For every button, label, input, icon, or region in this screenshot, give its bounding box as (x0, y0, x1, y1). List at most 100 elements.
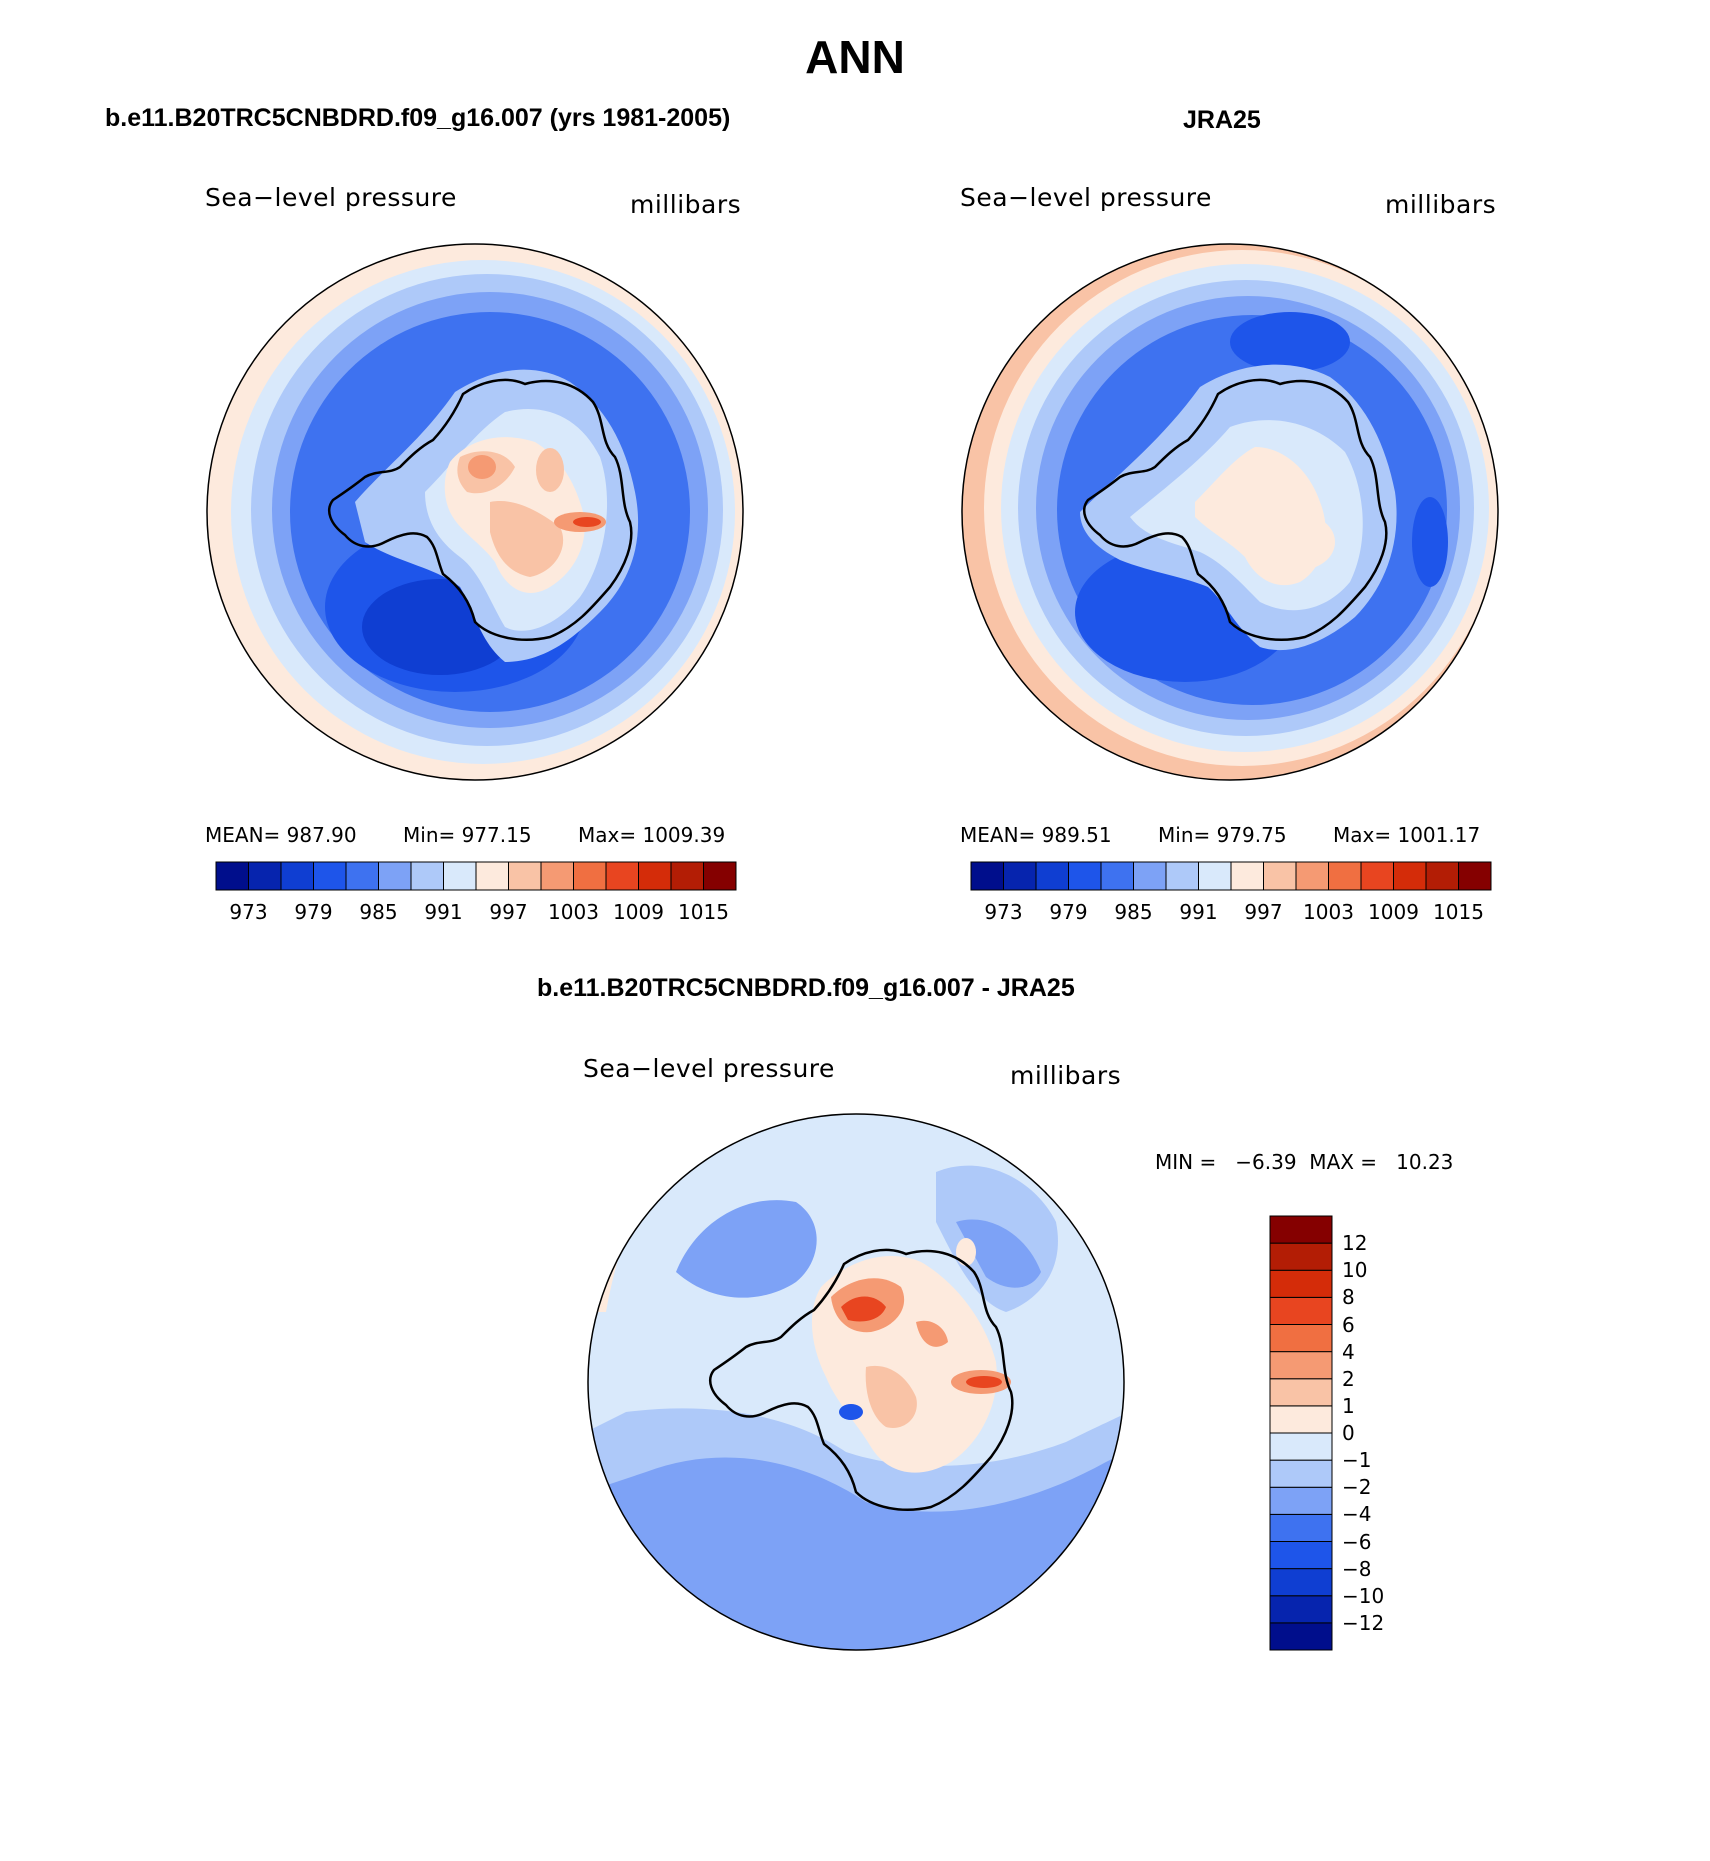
panel-obs-colorbar-swatch (970, 861, 1004, 891)
panel-model-colorbar-swatch (443, 861, 477, 891)
panel-obs-colorbar-tick-label: 997 (1244, 900, 1283, 924)
panel-obs-colorbar-swatch (1035, 861, 1069, 891)
panel-diff-colorbar-swatch (1269, 1324, 1333, 1353)
panel-model-colorbar-swatch (280, 861, 314, 891)
panel-obs-mean: MEAN= 989.51 (960, 823, 1112, 847)
panel-obs-colorbar (970, 861, 1492, 891)
panel-diff-title: b.e11.B20TRC5CNBDRD.f09_g16.007 - JRA25 (537, 974, 1075, 1002)
panel-model-colorbar-tick-label: 1009 (613, 900, 664, 924)
panel-obs-colorbar-swatch (1360, 861, 1394, 891)
panel-diff-colorbar-tick-label: −8 (1342, 1556, 1372, 1581)
panel-model-title: b.e11.B20TRC5CNBDRD.f09_g16.007 (yrs 198… (105, 104, 731, 132)
panel-model-colorbar-tick-label: 997 (489, 900, 528, 924)
panel-model-colorbar-swatch (215, 861, 249, 891)
panel-model-colorbar-swatch (703, 861, 737, 891)
panel-obs-colorbar-swatch (1133, 861, 1167, 891)
panel-diff-colorbar-tick-label: −10 (1342, 1583, 1385, 1608)
panel-model-min: Min= 977.15 (403, 823, 532, 847)
panel-diff-colorbar-swatch (1269, 1541, 1333, 1570)
panel-diff-colorbar-tick-label: −12 (1342, 1610, 1385, 1635)
main-title: ANN (805, 31, 905, 83)
panel-model-colorbar-tick-label: 973 (229, 900, 268, 924)
model-coastline (328, 378, 633, 641)
panel-diff-units-label: millibars (1010, 1061, 1122, 1090)
panel-obs-map (961, 243, 1499, 781)
panel-diff-colorbar-swatch (1269, 1296, 1333, 1325)
panel-obs-colorbar-tick-label: 1003 (1303, 900, 1354, 924)
panel-obs-colorbar-tick-label: 1009 (1368, 900, 1419, 924)
panel-diff-map (587, 1113, 1125, 1651)
panel-obs-colorbar-swatch (1100, 861, 1134, 891)
panel-diff-colorbar-tick-label: −1 (1342, 1448, 1372, 1473)
panel-model-colorbar-tick-label: 979 (294, 900, 333, 924)
panel-diff-colorbar-tick-label: 10 (1342, 1258, 1368, 1283)
panel-model-colorbar-tick-label: 1015 (678, 900, 729, 924)
panel-diff-colorbar-swatch (1269, 1215, 1333, 1244)
panel-obs-colorbar-tick-label: 973 (984, 900, 1023, 924)
panel-obs-colorbar-swatch (1393, 861, 1427, 891)
panel-diff-colorbar-tick-label: −4 (1342, 1502, 1372, 1527)
panel-model-colorbar-swatch (605, 861, 639, 891)
panel-model-colorbar-swatch (540, 861, 574, 891)
panel-obs-colorbar-swatch (1198, 861, 1232, 891)
panel-diff-colorbar-tick-label: 6 (1342, 1312, 1355, 1337)
panel-model-colorbar-swatch (345, 861, 379, 891)
panel-model-max: Max= 1009.39 (578, 823, 726, 847)
panel-obs-max: Max= 1001.17 (1333, 823, 1481, 847)
panel-obs-colorbar-tick-label: 979 (1049, 900, 1088, 924)
panel-diff-colorbar-tick-label: 1 (1342, 1393, 1355, 1418)
panel-obs-colorbar-swatch (1328, 861, 1362, 891)
panel-model-colorbar (215, 861, 737, 891)
panel-obs-colorbar-swatch (1165, 861, 1199, 891)
panel-model-colorbar-swatch (378, 861, 412, 891)
panel-obs-colorbar-tick-label: 1015 (1433, 900, 1484, 924)
panel-diff-variable-label: Sea−level pressure (583, 1054, 835, 1083)
panel-model-colorbar-tick-label: 1003 (548, 900, 599, 924)
panel-diff-colorbar-swatch (1269, 1486, 1333, 1515)
panel-obs-units-label: millibars (1385, 190, 1497, 219)
panel-diff-colorbar-tick-label: 2 (1342, 1366, 1355, 1391)
panel-model-variable-label: Sea−level pressure (205, 183, 457, 212)
panel-model-colorbar-swatch (248, 861, 282, 891)
panel-diff-colorbar-swatch (1269, 1432, 1333, 1461)
panel-diff-colorbar-tick-label: 0 (1342, 1421, 1355, 1445)
panel-model-mean: MEAN= 987.90 (205, 823, 357, 847)
panel-obs-min: Min= 979.75 (1158, 823, 1287, 847)
panel-diff-colorbar-tick-label: −2 (1342, 1475, 1372, 1500)
panel-obs-title: JRA25 (1183, 106, 1261, 134)
panel-diff-colorbar-swatch (1269, 1269, 1333, 1298)
panel-model-units-label: millibars (630, 190, 742, 219)
panel-diff-colorbar-swatch (1269, 1242, 1333, 1271)
panel-model-colorbar-swatch (410, 861, 444, 891)
panel-obs-colorbar-swatch (1003, 861, 1037, 891)
panel-obs-colorbar-swatch (1425, 861, 1459, 891)
panel-diff-colorbar-swatch (1269, 1405, 1333, 1434)
panel-diff-colorbar-swatch (1269, 1459, 1333, 1488)
panel-diff-minmax: MIN = −6.39 MAX = 10.23 (1155, 1150, 1454, 1174)
panel-diff-colorbar-swatch (1269, 1351, 1333, 1380)
panel-diff-colorbar-swatch (1269, 1513, 1333, 1542)
panel-diff-colorbar-swatch (1269, 1595, 1333, 1624)
panel-diff-colorbar-tick-label: −6 (1342, 1529, 1372, 1554)
panel-model-colorbar-tick-label: 985 (359, 900, 398, 924)
panel-obs-colorbar-tick-label: 991 (1179, 900, 1218, 924)
panel-diff-colorbar-tick-label: 4 (1342, 1339, 1355, 1364)
panel-model-colorbar-swatch (313, 861, 347, 891)
panel-diff-colorbar-tick-label: 8 (1342, 1285, 1355, 1310)
panel-obs-colorbar-swatch (1458, 861, 1492, 891)
diff-coastline (709, 1248, 1014, 1511)
model-map-border (206, 243, 744, 781)
panel-diff-colorbar-swatch (1269, 1622, 1333, 1651)
panel-model-colorbar-swatch (670, 861, 704, 891)
panel-model-colorbar-swatch (638, 861, 672, 891)
panel-obs-colorbar-swatch (1295, 861, 1329, 891)
panel-diff-colorbar-tick-label: 12 (1342, 1231, 1368, 1256)
panel-obs-colorbar-swatch (1068, 861, 1102, 891)
panel-model-colorbar-tick-label: 991 (424, 900, 463, 924)
panel-obs-colorbar-tick-label: 985 (1114, 900, 1153, 924)
panel-obs-variable-label: Sea−level pressure (960, 183, 1212, 212)
panel-model-colorbar-swatch (573, 861, 607, 891)
panel-diff-colorbar-swatch (1269, 1568, 1333, 1597)
panel-model-colorbar-swatch (508, 861, 542, 891)
panel-obs-colorbar-swatch (1230, 861, 1264, 891)
